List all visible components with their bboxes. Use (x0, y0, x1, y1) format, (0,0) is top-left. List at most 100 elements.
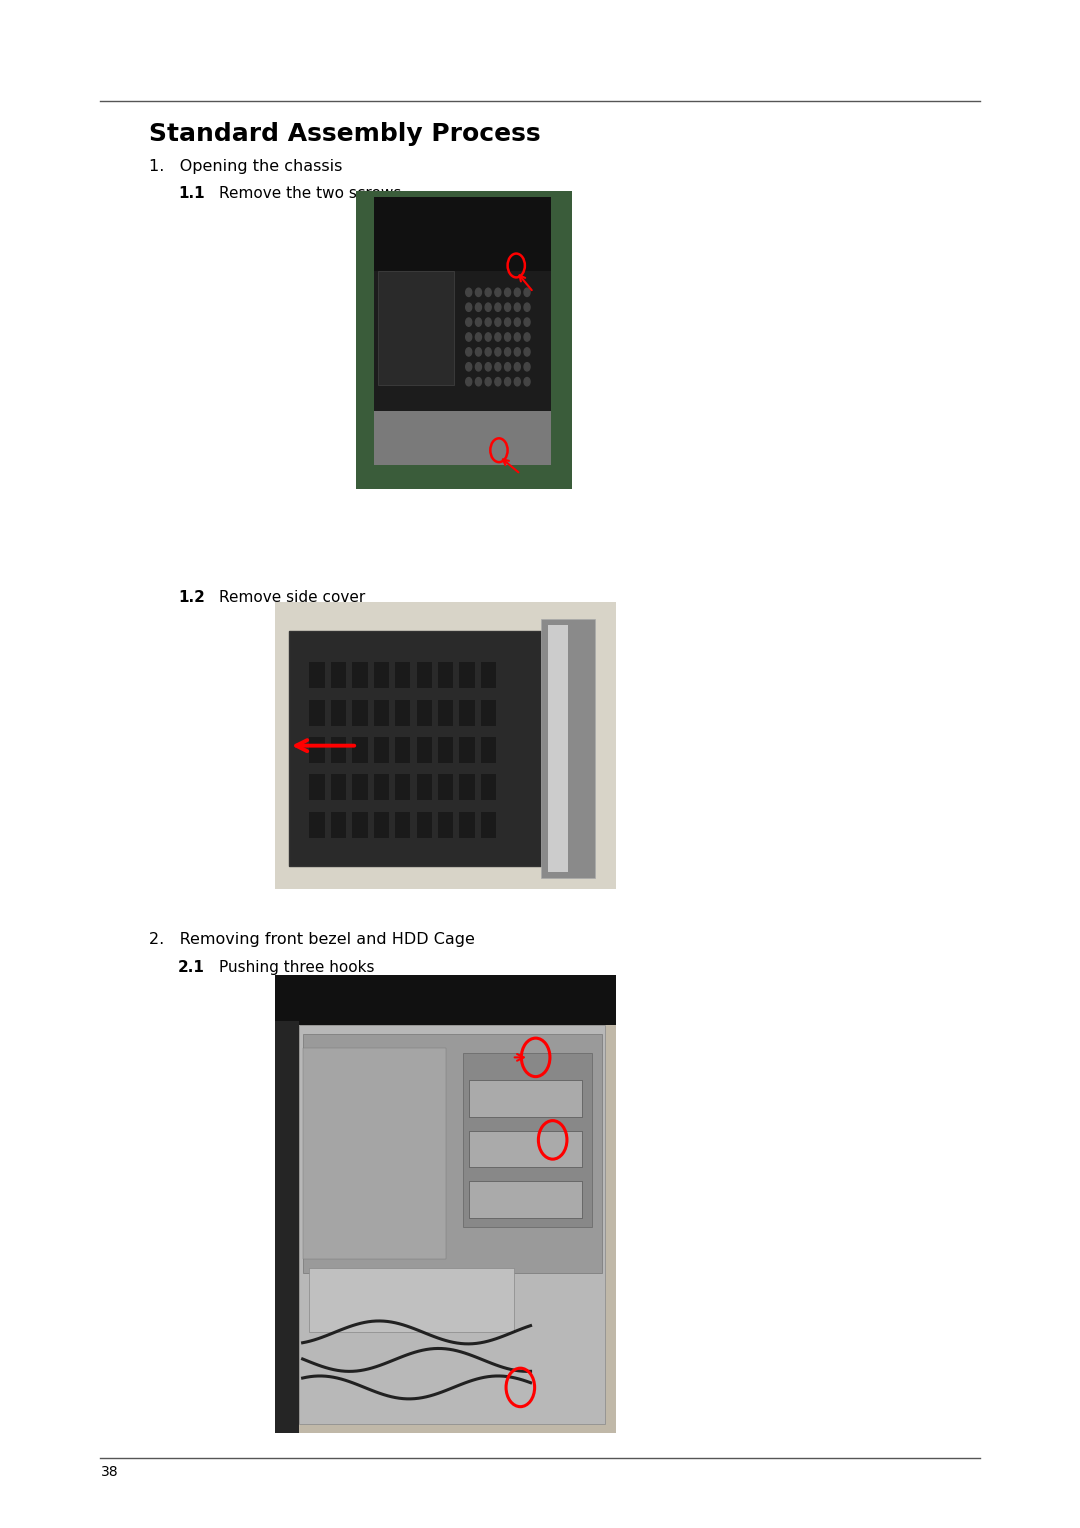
Bar (459, 775, 475, 801)
Circle shape (514, 348, 521, 356)
Text: Remove the two screws: Remove the two screws (219, 186, 402, 202)
Bar (309, 775, 325, 801)
Bar (417, 700, 432, 726)
Circle shape (495, 362, 501, 371)
Bar (481, 662, 496, 688)
Bar (459, 811, 475, 837)
Circle shape (514, 377, 521, 387)
Bar (374, 272, 551, 465)
Bar (470, 1181, 581, 1218)
Circle shape (485, 362, 491, 371)
Bar (395, 700, 410, 726)
Bar (374, 775, 389, 801)
Bar (438, 775, 454, 801)
Circle shape (514, 303, 521, 312)
Bar (541, 619, 595, 877)
Bar (302, 1048, 446, 1259)
Bar (417, 662, 432, 688)
Circle shape (495, 289, 501, 296)
Bar (330, 775, 347, 801)
Bar (309, 736, 325, 762)
Bar (275, 1021, 299, 1433)
Bar (289, 631, 541, 866)
Circle shape (465, 289, 472, 296)
Circle shape (485, 289, 491, 296)
Bar (352, 700, 367, 726)
Bar (462, 1053, 592, 1227)
Bar (330, 736, 347, 762)
Bar (481, 736, 496, 762)
Bar (438, 736, 454, 762)
Circle shape (495, 348, 501, 356)
Bar (438, 811, 454, 837)
Circle shape (485, 348, 491, 356)
Circle shape (504, 318, 511, 327)
Circle shape (524, 348, 530, 356)
Circle shape (524, 318, 530, 327)
Circle shape (514, 333, 521, 341)
Circle shape (495, 333, 501, 341)
Bar (374, 662, 389, 688)
Circle shape (504, 348, 511, 356)
Bar (459, 736, 475, 762)
Bar (374, 811, 389, 837)
Circle shape (465, 333, 472, 341)
Circle shape (465, 377, 472, 387)
Text: 1.1: 1.1 (178, 186, 205, 202)
Circle shape (475, 377, 482, 387)
Circle shape (504, 377, 511, 387)
Circle shape (465, 303, 472, 312)
Text: Standard Assembly Process: Standard Assembly Process (149, 122, 541, 147)
Bar (481, 811, 496, 837)
Circle shape (465, 362, 472, 371)
Text: Remove side cover: Remove side cover (219, 590, 365, 605)
Bar (330, 700, 347, 726)
Bar (459, 700, 475, 726)
Circle shape (524, 289, 530, 296)
Bar (352, 662, 367, 688)
Circle shape (504, 303, 511, 312)
Bar (470, 1080, 581, 1117)
Circle shape (475, 362, 482, 371)
Bar (438, 700, 454, 726)
Bar (275, 975, 616, 1025)
Bar (374, 411, 551, 465)
Circle shape (485, 318, 491, 327)
Bar (395, 775, 410, 801)
Bar (374, 700, 389, 726)
Circle shape (495, 303, 501, 312)
Circle shape (524, 377, 530, 387)
Bar (309, 700, 325, 726)
Bar (330, 811, 347, 837)
Circle shape (504, 289, 511, 296)
Bar (417, 775, 432, 801)
Circle shape (514, 362, 521, 371)
Text: 1.2: 1.2 (178, 590, 205, 605)
Bar (438, 662, 454, 688)
Text: Pushing three hooks: Pushing three hooks (219, 960, 375, 975)
Bar (374, 197, 551, 275)
Bar (352, 736, 367, 762)
Text: 2.   Removing front bezel and HDD Cage: 2. Removing front bezel and HDD Cage (149, 932, 475, 947)
Bar (352, 811, 367, 837)
Circle shape (504, 333, 511, 341)
Bar (309, 662, 325, 688)
Text: 38: 38 (100, 1465, 118, 1479)
Circle shape (514, 318, 521, 327)
Bar (395, 811, 410, 837)
Bar (481, 700, 496, 726)
Circle shape (485, 333, 491, 341)
Circle shape (475, 289, 482, 296)
Bar (417, 811, 432, 837)
Bar (309, 811, 325, 837)
Bar (309, 1268, 514, 1332)
Bar (481, 775, 496, 801)
Circle shape (475, 348, 482, 356)
Bar (417, 736, 432, 762)
Circle shape (465, 318, 472, 327)
Circle shape (495, 318, 501, 327)
Bar (548, 625, 568, 872)
Circle shape (465, 348, 472, 356)
Bar (395, 662, 410, 688)
Circle shape (495, 377, 501, 387)
